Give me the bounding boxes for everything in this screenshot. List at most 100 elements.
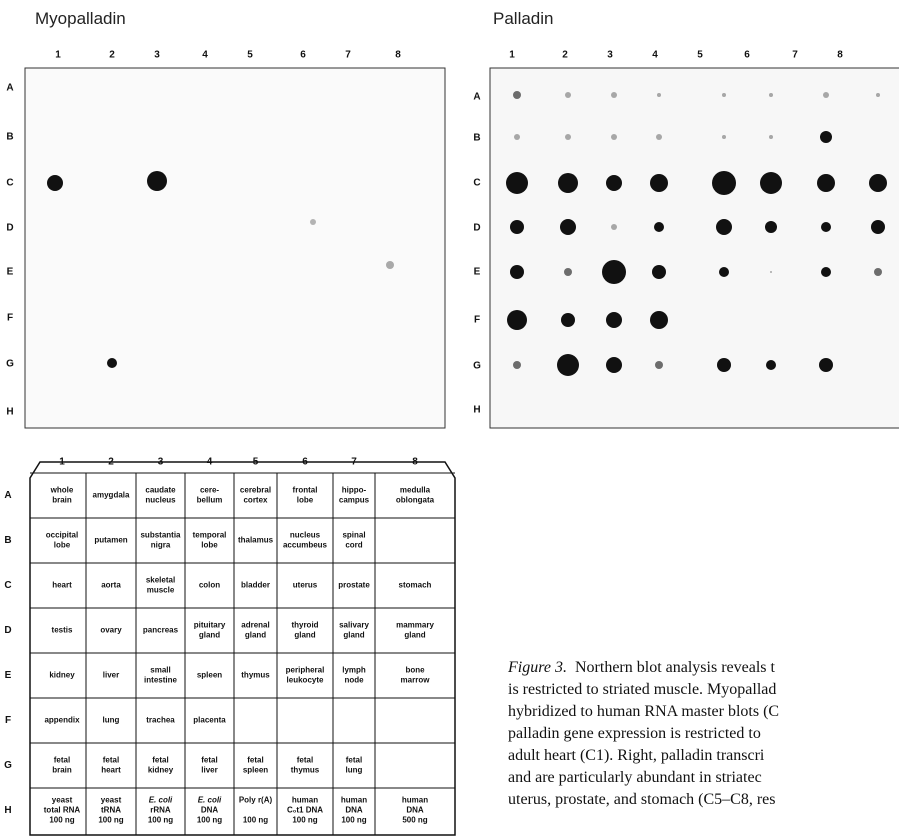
- blot-spot: [656, 134, 662, 140]
- blot-spot: [606, 357, 622, 373]
- table-cell-text: bladder: [241, 581, 270, 590]
- table-cell-text: whole: [50, 486, 74, 495]
- blot-spot: [565, 92, 571, 98]
- row-label: C: [473, 178, 480, 189]
- table-cell-text: thymus: [241, 671, 270, 680]
- table-cell-text: gland: [343, 631, 364, 640]
- table-cell-text: kidney: [49, 671, 75, 680]
- caption-line: uterus, prostate, and stomach (C5–C8, re…: [508, 791, 776, 808]
- blot-spot: [717, 358, 731, 372]
- caption-line: Northern blot analysis reveals t: [575, 659, 776, 676]
- caption-line: palladin gene expression is restricted t…: [508, 725, 761, 742]
- table-cell-text: heart: [52, 581, 72, 590]
- table-cell-text: thymus: [291, 766, 320, 775]
- table-cell-text: oblongata: [396, 496, 435, 505]
- table-cell-text: fetal: [346, 756, 362, 765]
- blot-spot: [821, 222, 831, 232]
- table-cell-text: rRNA: [150, 806, 171, 815]
- row-label: A: [473, 92, 480, 103]
- blot-spot: [611, 92, 617, 98]
- table-cell-text: placenta: [193, 716, 226, 725]
- blot-spot: [513, 91, 521, 99]
- table-row-label: B: [4, 535, 11, 546]
- table-column-label: 8: [412, 457, 418, 468]
- column-label: 3: [154, 50, 160, 61]
- row-label: D: [473, 223, 480, 234]
- blot-spot: [712, 171, 736, 195]
- blot-spot: [564, 268, 572, 276]
- table-cell-text: cord: [345, 541, 362, 550]
- caption-line: hybridized to human RNA master blots (C: [508, 703, 779, 720]
- row-label: G: [6, 359, 14, 370]
- row-label: D: [6, 223, 13, 234]
- blot-spot: [819, 358, 833, 372]
- table-row-label: A: [4, 490, 11, 501]
- blot-spot: [650, 174, 668, 192]
- table-cell-text: heart: [101, 766, 121, 775]
- table-cell-text: hippo-: [342, 486, 367, 495]
- column-label: 8: [395, 50, 401, 61]
- blot-spot: [565, 134, 571, 140]
- table-cell-text: lobe: [54, 541, 71, 550]
- blot-spot: [611, 134, 617, 140]
- table-cell-text: fetal: [297, 756, 313, 765]
- table-cell-text: adrenal: [241, 621, 269, 630]
- table-cell-text: occipital: [46, 531, 78, 540]
- table-cell-text: spleen: [197, 671, 222, 680]
- blot-spot: [820, 131, 832, 143]
- blot-spot: [611, 224, 617, 230]
- table-cell-text: spinal: [342, 531, 365, 540]
- table-cell-text: gland: [245, 631, 266, 640]
- row-label: B: [473, 133, 480, 144]
- blot-spot: [506, 172, 528, 194]
- table-cell-text: 100 ng: [98, 816, 123, 825]
- table-cell-text: uterus: [293, 581, 318, 590]
- table-cell-text: gland: [404, 631, 425, 640]
- blot-spot: [507, 310, 527, 330]
- table-cell-text: 100 ng: [292, 816, 317, 825]
- table-cell-text: lymph: [342, 666, 366, 675]
- blot-spot: [510, 265, 524, 279]
- table-cell-text: lung: [103, 716, 120, 725]
- table-cell-text: stomach: [399, 581, 432, 590]
- row-label: F: [474, 315, 480, 326]
- table-cell-text: cere-: [200, 486, 219, 495]
- table-cell-text: intestine: [144, 676, 177, 685]
- blot-spot: [722, 93, 726, 97]
- blot-spot: [650, 311, 668, 329]
- table-column-label: 4: [207, 457, 213, 468]
- column-label: 4: [652, 50, 658, 61]
- blot-spot: [722, 135, 726, 139]
- blot-spot: [47, 175, 63, 191]
- table-cell-text: brain: [52, 766, 72, 775]
- table-cell-text: medulla: [400, 486, 431, 495]
- panel-title: Myopalladin: [35, 9, 126, 28]
- blot-spot: [769, 135, 773, 139]
- column-label: 7: [345, 50, 351, 61]
- blot-spot: [719, 267, 729, 277]
- table-cell-text: appendix: [44, 716, 80, 725]
- blot-spot: [823, 92, 829, 98]
- table-cell-text: muscle: [147, 586, 175, 595]
- panel-title: Palladin: [493, 9, 554, 28]
- table-cell-text: DNA: [406, 806, 424, 815]
- table-cell-text: yeast: [52, 796, 73, 805]
- blot-spot: [514, 134, 520, 140]
- table-cell-text: lung: [346, 766, 363, 775]
- table-cell-text: ovary: [100, 626, 122, 635]
- table-cell-text: 500 ng: [402, 816, 427, 825]
- column-label: 2: [109, 50, 115, 61]
- table-column-label: 1: [59, 457, 65, 468]
- blot-spot: [606, 312, 622, 328]
- table-cell-text: E. coli: [198, 796, 222, 805]
- column-label: 3: [607, 50, 613, 61]
- table-cell-text: brain: [52, 496, 72, 505]
- row-label: G: [473, 361, 481, 372]
- caption-line: and are particularly abundant in striate…: [508, 769, 762, 786]
- table-cell-text: nucleus: [290, 531, 321, 540]
- blot-spot: [716, 219, 732, 235]
- blot-spot: [869, 174, 887, 192]
- row-label: H: [473, 405, 480, 416]
- blot-spot: [871, 220, 885, 234]
- column-label: 6: [300, 50, 306, 61]
